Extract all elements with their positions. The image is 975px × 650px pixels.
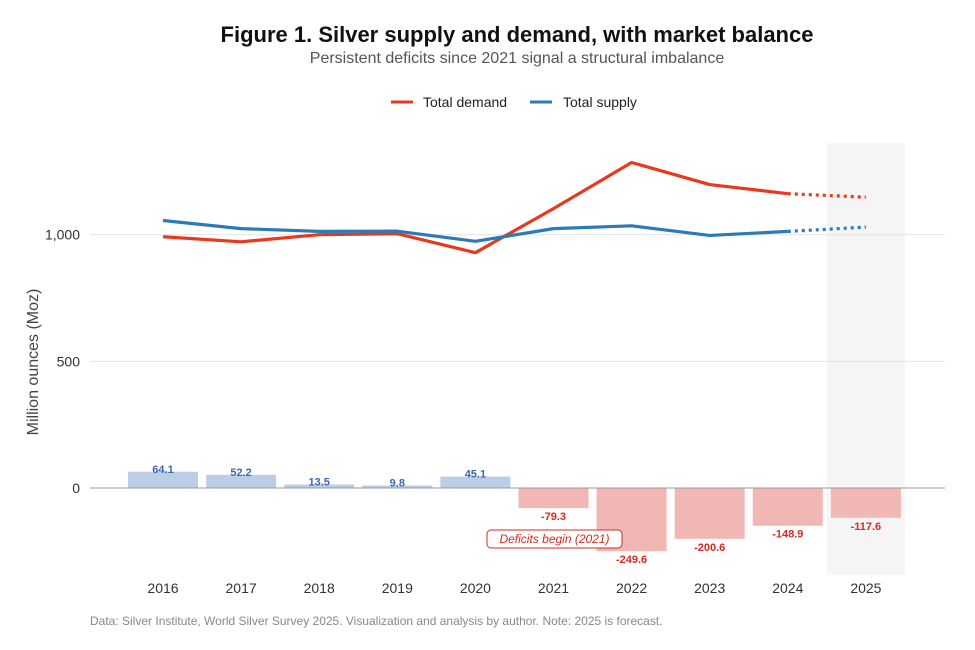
total-supply-forecast-line — [787, 225, 866, 234]
balance-bar-2020 — [440, 476, 511, 488]
y-tick-label: 0 — [72, 480, 80, 496]
footer-note: Data: Silver Institute, World Silver Sur… — [90, 614, 663, 628]
balance-label-2019: 9.8 — [390, 478, 405, 490]
x-tick-label: 2018 — [304, 580, 335, 596]
balance-bar-2016 — [128, 471, 198, 488]
x-tick-label: 2017 — [226, 580, 257, 596]
balance-bar-2018 — [284, 484, 355, 488]
legend-label-supply: Total supply — [563, 94, 637, 110]
balance-bar-2017 — [206, 474, 277, 488]
legend-label-demand: Total demand — [423, 94, 507, 110]
chart-subtitle: Persistent deficits since 2021 signal a … — [310, 50, 725, 67]
total-demand-forecast-line — [787, 192, 866, 199]
y-tick-label: 1,000 — [45, 227, 80, 243]
plot-area: 0 500 1,000 64.1 52.2 13.5 9.8 45.1 -79.3 -249.6 -… — [45, 143, 945, 596]
y-axis-label: Million ounces (Moz) — [25, 289, 42, 436]
balance-label-2018: 13.5 — [308, 477, 329, 489]
x-tick-label: 2023 — [694, 580, 725, 596]
balance-bar-2023 — [674, 488, 745, 539]
balance-label-2023: -200.6 — [694, 542, 725, 554]
balance-bar-2024 — [752, 488, 823, 526]
x-tick-label: 2025 — [850, 580, 881, 596]
total-demand-line — [162, 160, 788, 255]
y-tick-label: 500 — [57, 353, 81, 369]
balance-label-2021: -79.3 — [541, 511, 566, 523]
balance-label-2024: -148.9 — [772, 529, 803, 541]
x-tick-label: 2020 — [460, 580, 491, 596]
balance-bar-2021 — [518, 488, 589, 509]
balance-label-2022: -249.6 — [616, 554, 647, 566]
x-tick-label: 2019 — [382, 580, 413, 596]
x-tick-label: 2022 — [616, 580, 647, 596]
x-tick-label: 2024 — [772, 580, 803, 596]
x-tick-label: 2016 — [147, 580, 178, 596]
balance-label-2020: 45.1 — [465, 469, 486, 481]
balance-bar-2019 — [362, 485, 433, 488]
annotation-text: Deficits begin (2021) — [499, 532, 609, 546]
x-tick-label: 2021 — [538, 580, 569, 596]
total-supply-line — [162, 218, 788, 243]
balance-label-2016: 64.1 — [152, 464, 173, 476]
balance-bar-2025 — [830, 488, 901, 518]
balance-label-2025: -117.6 — [851, 521, 882, 533]
chart-title: Figure 1. Silver supply and demand, with… — [221, 22, 814, 47]
annotation-box — [486, 529, 623, 549]
legend: Total demand Total supply — [391, 94, 637, 110]
balance-label-2017: 52.2 — [230, 467, 251, 479]
